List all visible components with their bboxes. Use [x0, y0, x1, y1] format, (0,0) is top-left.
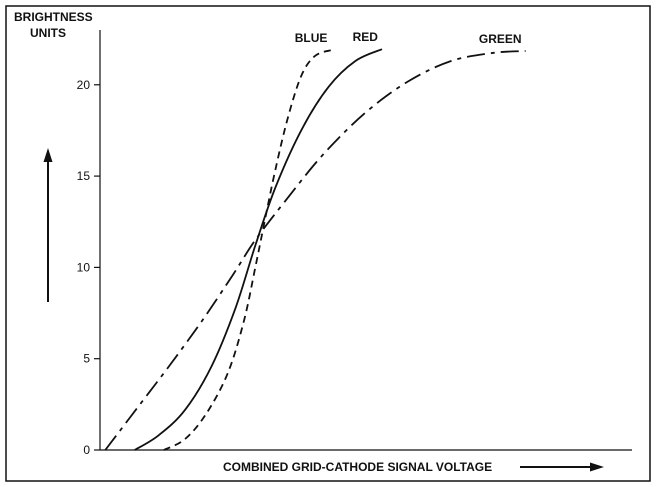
- y-tick-label: 10: [77, 260, 91, 274]
- series-label-green: GREEN: [479, 32, 522, 46]
- y-ticks: 0 5 10 15 20: [77, 78, 100, 457]
- series-line-blue: [163, 49, 332, 451]
- xlabel: COMBINED GRID-CATHODE SIGNAL VOLTAGE: [223, 460, 492, 474]
- y-tick-label: 15: [77, 169, 91, 183]
- ylabel-line-2: UNITS: [30, 26, 66, 40]
- up-arrow-icon: [43, 148, 53, 302]
- right-arrow-icon: [520, 462, 604, 472]
- series-line-red: [134, 48, 383, 451]
- chart-frame: [5, 5, 651, 482]
- series-label-blue: BLUE: [295, 31, 328, 45]
- series-labels: BLUE RED GREEN: [295, 30, 522, 46]
- y-tick-label: 5: [83, 352, 90, 366]
- series-label-red: RED: [353, 30, 379, 44]
- series-line-green: [104, 50, 526, 451]
- y-tick-label: 0: [83, 443, 90, 457]
- ylabel-line-1: BRIGHTNESS: [14, 10, 93, 24]
- series-layer: [104, 48, 526, 451]
- y-tick-label: 20: [77, 78, 91, 92]
